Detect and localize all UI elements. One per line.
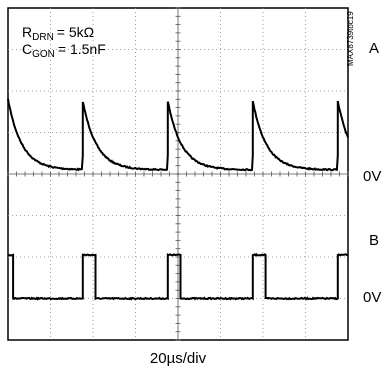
x-axis-label: 20µs/div xyxy=(150,350,207,367)
annotation-cgon: CGON = 1.5nF xyxy=(22,41,106,60)
grid xyxy=(7,7,349,341)
annotation-rdrn: RDRN = 5kΩ xyxy=(22,24,94,43)
channel-a-label: A xyxy=(369,40,379,57)
rdrn-value: = 5kΩ xyxy=(57,24,94,40)
cgon-subscript: GON xyxy=(32,49,55,60)
figure-id: MAX8739toc19 xyxy=(346,11,355,66)
channel-b-label: B xyxy=(369,232,379,249)
rdrn-symbol: R xyxy=(22,24,32,40)
rdrn-subscript: DRN xyxy=(32,32,54,43)
cgon-value: = 1.5nF xyxy=(58,41,106,57)
channel-b-level-label: 0V xyxy=(363,289,381,306)
trace-a xyxy=(7,98,349,172)
trace-b xyxy=(7,252,348,301)
channel-a-level-label: 0V xyxy=(363,168,381,185)
cgon-symbol: C xyxy=(22,41,32,57)
